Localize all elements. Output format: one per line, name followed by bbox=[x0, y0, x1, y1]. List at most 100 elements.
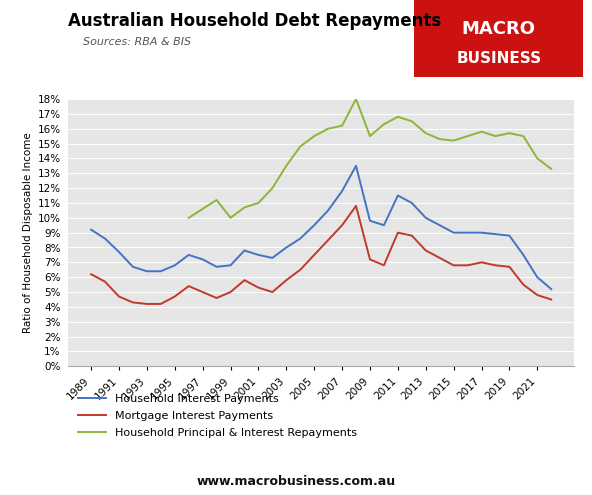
Household Interest Payments bbox=[269, 255, 276, 261]
Household Principal & Interest Repayments bbox=[339, 123, 346, 129]
Household Interest Payments bbox=[171, 262, 178, 268]
Household Principal & Interest Repayments bbox=[450, 138, 457, 144]
Household Interest Payments bbox=[130, 264, 137, 270]
Mortgage Interest Payments bbox=[115, 294, 123, 299]
Mortgage Interest Payments bbox=[255, 285, 262, 291]
Household Interest Payments bbox=[380, 222, 387, 228]
Mortgage Interest Payments bbox=[101, 279, 108, 285]
Mortgage Interest Payments bbox=[199, 289, 206, 295]
Household Principal & Interest Repayments bbox=[255, 200, 262, 206]
Household Interest Payments bbox=[408, 200, 416, 206]
Household Interest Payments bbox=[492, 231, 499, 237]
Line: Household Interest Payments: Household Interest Payments bbox=[91, 166, 551, 289]
Mortgage Interest Payments bbox=[436, 255, 443, 261]
Household Principal & Interest Repayments bbox=[366, 133, 374, 139]
Household Principal & Interest Repayments bbox=[311, 133, 318, 139]
Mortgage Interest Payments bbox=[297, 267, 304, 273]
Line: Household Principal & Interest Repayments: Household Principal & Interest Repayment… bbox=[189, 99, 551, 218]
Y-axis label: Ratio of Household Disposable Income: Ratio of Household Disposable Income bbox=[23, 132, 33, 333]
Line: Mortgage Interest Payments: Mortgage Interest Payments bbox=[91, 206, 551, 304]
Household Principal & Interest Repayments bbox=[283, 163, 290, 169]
Mortgage Interest Payments bbox=[380, 262, 387, 268]
Household Interest Payments bbox=[311, 222, 318, 228]
Mortgage Interest Payments bbox=[324, 237, 332, 243]
Household Interest Payments bbox=[283, 245, 290, 250]
Mortgage Interest Payments bbox=[450, 262, 457, 268]
Household Principal & Interest Repayments bbox=[534, 155, 541, 161]
Mortgage Interest Payments bbox=[548, 297, 555, 302]
Household Interest Payments bbox=[450, 230, 457, 236]
Mortgage Interest Payments bbox=[464, 262, 471, 268]
Mortgage Interest Payments bbox=[394, 230, 401, 236]
Household Interest Payments bbox=[324, 207, 332, 213]
Household Interest Payments bbox=[143, 268, 150, 274]
Mortgage Interest Payments bbox=[213, 295, 220, 301]
Mortgage Interest Payments bbox=[311, 252, 318, 258]
Legend: Household Interest Payments, Mortgage Interest Payments, Household Principal & I: Household Interest Payments, Mortgage In… bbox=[73, 390, 361, 443]
Mortgage Interest Payments bbox=[241, 277, 248, 283]
Household Interest Payments bbox=[241, 248, 248, 253]
Household Interest Payments bbox=[422, 215, 429, 221]
Household Interest Payments bbox=[88, 227, 95, 233]
Household Interest Payments bbox=[478, 230, 485, 236]
Text: Australian Household Debt Repayments: Australian Household Debt Repayments bbox=[68, 12, 441, 30]
Mortgage Interest Payments bbox=[506, 264, 513, 270]
Household Principal & Interest Repayments bbox=[408, 118, 416, 124]
Mortgage Interest Payments bbox=[143, 301, 150, 307]
Text: www.macrobusiness.com.au: www.macrobusiness.com.au bbox=[197, 475, 395, 488]
Mortgage Interest Payments bbox=[227, 289, 234, 295]
Mortgage Interest Payments bbox=[422, 248, 429, 253]
Household Principal & Interest Repayments bbox=[436, 136, 443, 142]
Household Principal & Interest Repayments bbox=[422, 130, 429, 136]
Household Principal & Interest Repayments bbox=[185, 215, 192, 221]
Household Interest Payments bbox=[157, 268, 165, 274]
Household Principal & Interest Repayments bbox=[492, 133, 499, 139]
Mortgage Interest Payments bbox=[408, 233, 416, 239]
Household Interest Payments bbox=[339, 188, 346, 194]
Household Interest Payments bbox=[534, 274, 541, 280]
Household Interest Payments bbox=[394, 193, 401, 198]
Household Principal & Interest Repayments bbox=[548, 166, 555, 172]
Household Interest Payments bbox=[255, 252, 262, 258]
Household Principal & Interest Repayments bbox=[269, 185, 276, 191]
Household Interest Payments bbox=[199, 256, 206, 262]
Household Interest Payments bbox=[548, 286, 555, 292]
Household Principal & Interest Repayments bbox=[297, 144, 304, 149]
Household Principal & Interest Repayments bbox=[227, 215, 234, 221]
Household Principal & Interest Repayments bbox=[506, 130, 513, 136]
Mortgage Interest Payments bbox=[157, 301, 165, 307]
Household Principal & Interest Repayments bbox=[199, 206, 206, 212]
Household Interest Payments bbox=[436, 222, 443, 228]
Household Principal & Interest Repayments bbox=[241, 204, 248, 210]
Household Principal & Interest Repayments bbox=[324, 126, 332, 132]
Household Interest Payments bbox=[213, 264, 220, 270]
Household Principal & Interest Repayments bbox=[464, 133, 471, 139]
Mortgage Interest Payments bbox=[88, 271, 95, 277]
Mortgage Interest Payments bbox=[130, 299, 137, 305]
Household Interest Payments bbox=[366, 218, 374, 224]
Mortgage Interest Payments bbox=[171, 294, 178, 299]
Text: MACRO: MACRO bbox=[462, 20, 536, 38]
Mortgage Interest Payments bbox=[534, 292, 541, 298]
Mortgage Interest Payments bbox=[478, 259, 485, 265]
Text: BUSINESS: BUSINESS bbox=[456, 51, 541, 66]
Household Interest Payments bbox=[506, 233, 513, 239]
Mortgage Interest Payments bbox=[492, 262, 499, 268]
Household Principal & Interest Repayments bbox=[478, 129, 485, 135]
Mortgage Interest Payments bbox=[185, 283, 192, 289]
Household Principal & Interest Repayments bbox=[213, 197, 220, 203]
Household Interest Payments bbox=[352, 163, 359, 169]
Household Interest Payments bbox=[185, 252, 192, 258]
Text: Sources: RBA & BIS: Sources: RBA & BIS bbox=[83, 37, 191, 47]
Mortgage Interest Payments bbox=[366, 256, 374, 262]
Household Interest Payments bbox=[227, 262, 234, 268]
Household Principal & Interest Repayments bbox=[380, 121, 387, 127]
Household Interest Payments bbox=[464, 230, 471, 236]
Mortgage Interest Payments bbox=[339, 222, 346, 228]
Mortgage Interest Payments bbox=[283, 277, 290, 283]
Mortgage Interest Payments bbox=[269, 289, 276, 295]
Household Interest Payments bbox=[297, 236, 304, 242]
Mortgage Interest Payments bbox=[520, 282, 527, 288]
Household Interest Payments bbox=[520, 252, 527, 258]
Household Principal & Interest Repayments bbox=[352, 96, 359, 102]
